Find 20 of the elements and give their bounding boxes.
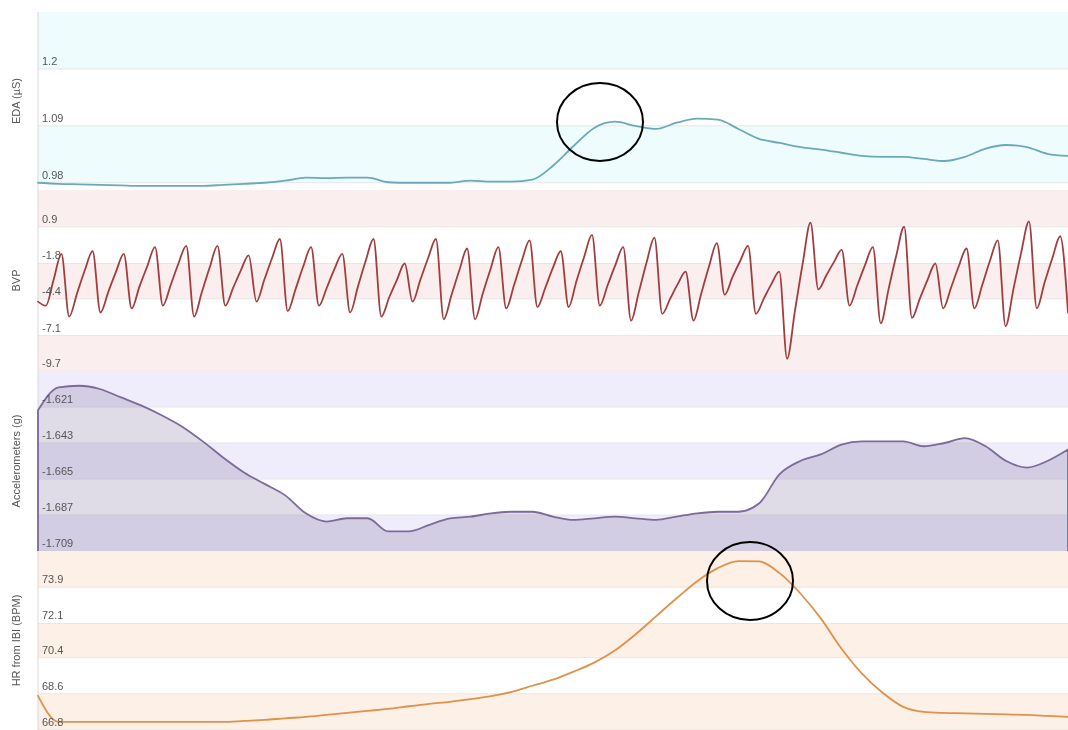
y-tick-label: -1.8 — [42, 249, 61, 262]
y-tick-label: -1.709 — [42, 537, 74, 549]
y-tick-label: -9.7 — [42, 357, 61, 369]
y-tick-label: 70.4 — [42, 643, 64, 656]
y-tick-label: 73.9 — [42, 573, 64, 586]
y-axis-title: HR from IBI (BPM) — [10, 594, 22, 687]
y-tick-label: 1.2 — [42, 54, 58, 67]
y-tick-label: -1.687 — [42, 501, 74, 513]
y-axis-title: Accelerometers (g) — [10, 414, 22, 508]
y-tick-label: -1.665 — [42, 465, 74, 477]
y-tick-label: 72.1 — [42, 609, 64, 622]
y-axis-title: BVP — [10, 269, 22, 292]
y-tick-label: 66.8 — [42, 716, 64, 728]
y-tick-label: 0.98 — [42, 168, 64, 181]
y-tick-label: 0.9 — [42, 212, 58, 225]
y-tick-label: 68.6 — [42, 679, 64, 692]
y-tick-label: 1.09 — [42, 111, 64, 124]
y-tick-label: -1.643 — [42, 429, 74, 441]
y-tick-label: -7.1 — [42, 321, 61, 334]
y-axis-title: EDA (µS) — [10, 77, 22, 125]
